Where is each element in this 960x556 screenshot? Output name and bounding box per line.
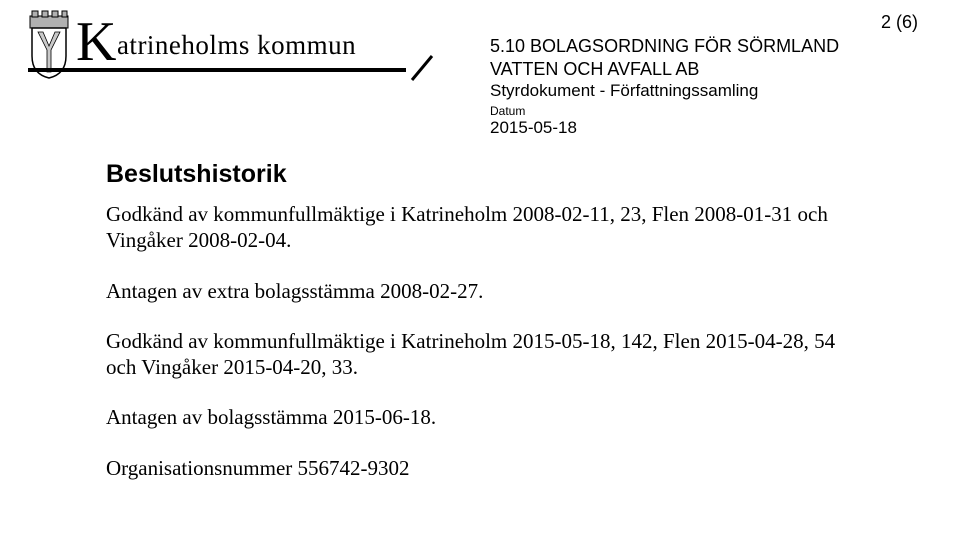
logo-underline [28,68,406,72]
doc-subtitle: Styrdokument - Författningssamling [490,80,930,102]
section-heading: Beslutshistorik [106,160,846,189]
datum-value: 2015-05-18 [490,118,930,138]
logo-rest: atrineholms kommun [117,30,356,60]
doc-title-line2: VATTEN OCH AVFALL AB [490,58,930,81]
datum-label: Datum [490,104,930,118]
logo-big-k: K [76,11,117,73]
doc-header-right: 2 (6) 5.10 BOLAGSORDNING FÖR SÖRMLAND VA… [490,12,930,138]
para-3: Godkänd av kommunfullmäktige i Katrineho… [106,328,846,381]
doc-title-line1: 5.10 BOLAGSORDNING FÖR SÖRMLAND [490,35,930,58]
body-content: Beslutshistorik Godkänd av kommunfullmäk… [106,160,846,505]
page-number: 2 (6) [490,12,930,33]
para-1: Godkänd av kommunfullmäktige i Katrineho… [106,201,846,254]
logo-text: Katrineholms kommun [76,10,356,61]
para-2: Antagen av extra bolagsstämma 2008-02-27… [106,278,846,304]
logo-slash-icon [410,54,440,84]
para-4: Antagen av bolagsstämma 2015-06-18. [106,404,846,430]
para-5: Organisationsnummer 556742-9302 [106,455,846,481]
